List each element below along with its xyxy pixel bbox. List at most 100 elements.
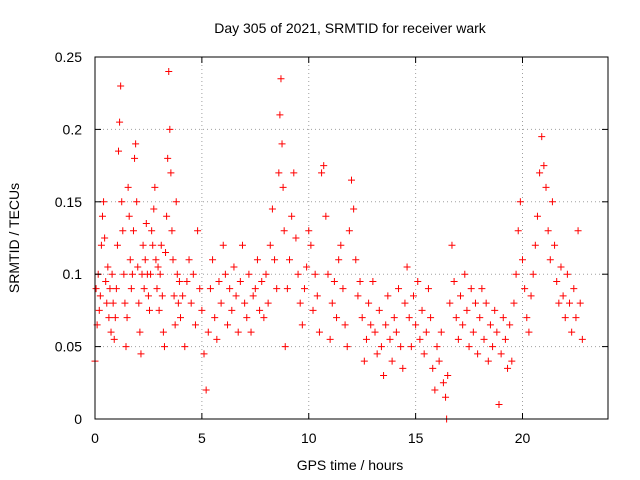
data-point <box>96 292 104 300</box>
data-point <box>136 328 144 336</box>
data-point <box>172 198 180 206</box>
data-point <box>335 256 343 264</box>
data-point <box>251 285 259 293</box>
data-point <box>429 364 437 372</box>
data-point <box>416 335 424 343</box>
data-point <box>371 328 379 336</box>
y-tick-label: 0.15 <box>55 194 82 210</box>
data-point <box>362 335 370 343</box>
data-point <box>457 292 465 300</box>
data-point <box>454 335 462 343</box>
data-point <box>121 299 129 307</box>
data-point <box>106 285 114 293</box>
data-point <box>469 328 477 336</box>
data-point <box>292 234 300 242</box>
data-point <box>268 205 276 213</box>
data-point <box>124 183 132 191</box>
data-point <box>142 220 150 228</box>
data-point <box>224 321 232 329</box>
data-point <box>446 299 454 307</box>
data-point <box>100 198 108 206</box>
data-point <box>166 125 174 133</box>
data-point <box>386 335 394 343</box>
data-point <box>286 256 294 264</box>
x-tick-label: 0 <box>91 430 99 446</box>
data-point <box>110 335 118 343</box>
plot-frame <box>94 56 609 420</box>
data-point <box>202 386 210 394</box>
data-point <box>544 227 552 235</box>
data-point <box>191 321 199 329</box>
data-point <box>117 82 125 90</box>
data-point <box>516 198 524 206</box>
data-point <box>491 306 499 314</box>
data-point <box>159 328 167 336</box>
data-point <box>523 314 531 322</box>
data-point <box>478 285 486 293</box>
data-point <box>278 140 286 148</box>
data-point <box>420 350 428 358</box>
data-point <box>298 321 306 329</box>
data-point <box>497 350 505 358</box>
data-point <box>153 285 161 293</box>
data-point <box>433 343 441 351</box>
data-point <box>162 248 170 256</box>
data-point <box>196 285 204 293</box>
data-point <box>147 270 155 278</box>
data-point <box>508 357 516 365</box>
data-point <box>431 386 439 394</box>
data-point <box>427 314 435 322</box>
data-point <box>271 256 279 264</box>
data-point <box>113 241 121 249</box>
data-point <box>553 277 561 285</box>
data-point <box>369 277 377 285</box>
data-point <box>568 328 576 336</box>
data-point <box>154 263 162 271</box>
data-point <box>311 270 319 278</box>
data-point <box>418 306 426 314</box>
data-point <box>179 292 187 300</box>
data-point <box>330 277 338 285</box>
data-point <box>561 314 569 322</box>
data-point <box>135 299 143 307</box>
data-point <box>213 335 221 343</box>
data-point <box>350 205 358 213</box>
data-point <box>103 299 111 307</box>
data-point <box>168 227 176 235</box>
data-point <box>134 263 142 271</box>
data-point <box>165 67 173 75</box>
data-point <box>174 299 182 307</box>
data-point <box>281 343 289 351</box>
data-point <box>570 285 578 293</box>
data-point <box>101 234 109 242</box>
data-point <box>328 299 336 307</box>
data-point <box>97 241 105 249</box>
data-point <box>155 306 163 314</box>
data-point <box>283 285 291 293</box>
data-point <box>392 328 400 336</box>
axis-ticks <box>94 56 608 420</box>
data-point <box>493 328 501 336</box>
data-point <box>504 364 512 372</box>
data-point <box>367 321 375 329</box>
data-point <box>557 263 565 271</box>
data-point <box>127 285 135 293</box>
x-tick-label: 10 <box>301 430 317 446</box>
data-point <box>221 270 229 278</box>
data-point <box>521 285 529 293</box>
data-point <box>356 277 364 285</box>
data-point <box>397 343 405 351</box>
y-tick-label: 0.05 <box>55 339 82 355</box>
data-point <box>324 270 332 278</box>
data-point <box>132 140 140 148</box>
data-point <box>238 241 246 249</box>
data-point <box>149 241 157 249</box>
data-point <box>115 147 123 155</box>
data-point <box>337 241 345 249</box>
data-point <box>152 256 160 264</box>
data-point <box>303 263 311 271</box>
data-point <box>294 270 302 278</box>
data-point <box>275 169 283 177</box>
y-tick-label: 0 <box>74 411 82 427</box>
